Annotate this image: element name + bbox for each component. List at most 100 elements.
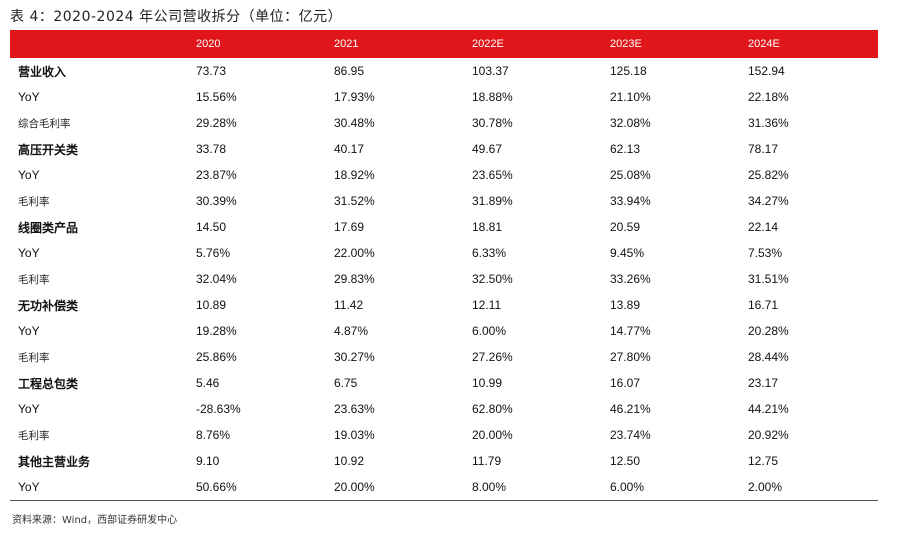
table-cell: 25.82% bbox=[748, 168, 789, 182]
table-row: YoY 23.87% 18.92% 23.65% 25.08% 25.82% bbox=[10, 162, 878, 188]
table-row: 工程总包类 5.46 6.75 10.99 16.07 23.17 bbox=[10, 370, 878, 396]
table-cell: 9.45% bbox=[610, 246, 645, 260]
table-cell: 23.63% bbox=[334, 402, 375, 416]
table-cell: 27.80% bbox=[610, 350, 651, 364]
table-cell: 30.27% bbox=[334, 350, 375, 364]
table-cell: 103.37 bbox=[472, 64, 509, 78]
table-title: 表 4：2020-2024 年公司营收拆分（单位：亿元） bbox=[10, 9, 343, 25]
table-cell: 32.04% bbox=[196, 272, 237, 286]
header-cell: 2024E bbox=[740, 30, 878, 58]
table-cell: 31.52% bbox=[334, 194, 375, 208]
table-cell: 12.50 bbox=[610, 454, 641, 468]
table-cell: 31.36% bbox=[748, 116, 789, 130]
table-cell: 21.10% bbox=[610, 90, 651, 104]
table-cell: 18.88% bbox=[472, 90, 513, 104]
table-cell: 12.75 bbox=[748, 454, 779, 468]
row-label: 无功补偿类 bbox=[18, 298, 79, 313]
table-cell: 23.65% bbox=[472, 168, 513, 182]
table-cell: 20.59 bbox=[610, 220, 641, 234]
table-cell: 8.76% bbox=[196, 428, 231, 442]
row-label: 毛利率 bbox=[18, 273, 50, 286]
row-label: 高压开关类 bbox=[18, 142, 79, 157]
row-label: 线圈类产品 bbox=[18, 220, 79, 235]
table-cell: 125.18 bbox=[610, 64, 647, 78]
table-cell: 78.17 bbox=[748, 142, 779, 156]
table-cell: 62.80% bbox=[472, 402, 513, 416]
table-cell: 19.28% bbox=[196, 324, 237, 338]
table-row: YoY 19.28% 4.87% 6.00% 14.77% 20.28% bbox=[10, 318, 878, 344]
row-label: 综合毛利率 bbox=[18, 117, 71, 130]
table-row: YoY 50.66% 20.00% 8.00% 6.00% 2.00% bbox=[10, 474, 878, 501]
table-cell: 16.71 bbox=[748, 298, 779, 312]
header-cell: 2020 bbox=[188, 30, 326, 58]
table-row: 线圈类产品 14.50 17.69 18.81 20.59 22.14 bbox=[10, 214, 878, 240]
table-row: 毛利率 30.39% 31.52% 31.89% 33.94% 34.27% bbox=[10, 188, 878, 214]
table-cell: 62.13 bbox=[610, 142, 641, 156]
table-row: YoY 5.76% 22.00% 6.33% 9.45% 7.53% bbox=[10, 240, 878, 266]
table-cell: 73.73 bbox=[196, 64, 227, 78]
header-cell: 2023E bbox=[602, 30, 740, 58]
table-cell: 29.28% bbox=[196, 116, 237, 130]
table-cell: 25.86% bbox=[196, 350, 237, 364]
table-cell: 152.94 bbox=[748, 64, 785, 78]
table-row: YoY -28.63% 23.63% 62.80% 46.21% 44.21% bbox=[10, 396, 878, 422]
table-cell: 29.83% bbox=[334, 272, 375, 286]
table-cell: 50.66% bbox=[188, 474, 326, 501]
table-row: 毛利率 8.76% 19.03% 20.00% 23.74% 20.92% bbox=[10, 422, 878, 448]
table-cell: 20.28% bbox=[748, 324, 789, 338]
table-cell: 4.87% bbox=[334, 324, 369, 338]
table-cell: 25.08% bbox=[610, 168, 651, 182]
table-row: 无功补偿类 10.89 11.42 12.11 13.89 16.71 bbox=[10, 292, 878, 318]
table-row: 高压开关类 33.78 40.17 49.67 62.13 78.17 bbox=[10, 136, 878, 162]
table-row: YoY 15.56% 17.93% 18.88% 21.10% 22.18% bbox=[10, 84, 878, 110]
table-cell: 15.56% bbox=[196, 90, 237, 104]
table-cell: 22.00% bbox=[334, 246, 375, 260]
table-cell: 31.89% bbox=[472, 194, 513, 208]
table-cell: 18.92% bbox=[334, 168, 375, 182]
source-note: 资料来源：Wind，西部证券研发中心 bbox=[12, 515, 178, 526]
row-label: 营业收入 bbox=[18, 64, 67, 79]
table-cell: 49.67 bbox=[472, 142, 503, 156]
table-cell: 20.00% bbox=[472, 428, 513, 442]
row-label: 工程总包类 bbox=[18, 376, 79, 391]
row-label: YoY bbox=[18, 90, 40, 104]
header-cell: 2021 bbox=[326, 30, 464, 58]
table-cell: 16.07 bbox=[610, 376, 641, 390]
table-cell: 40.17 bbox=[334, 142, 365, 156]
table-cell: 11.42 bbox=[334, 298, 364, 312]
header-cell bbox=[10, 30, 188, 58]
table-row: 综合毛利率 29.28% 30.48% 30.78% 32.08% 31.36% bbox=[10, 110, 878, 136]
table-cell: 46.21% bbox=[610, 402, 651, 416]
table-row: 毛利率 25.86% 30.27% 27.26% 27.80% 28.44% bbox=[10, 344, 878, 370]
table-cell: 30.78% bbox=[472, 116, 513, 130]
table-cell: 23.87% bbox=[196, 168, 237, 182]
table-row: 毛利率 32.04% 29.83% 32.50% 33.26% 31.51% bbox=[10, 266, 878, 292]
table-cell: 12.11 bbox=[472, 298, 502, 312]
row-label: YoY bbox=[18, 324, 40, 338]
table-cell: 5.46 bbox=[196, 376, 220, 390]
table-cell: 6.33% bbox=[472, 246, 507, 260]
row-label: YoY bbox=[18, 402, 40, 416]
table-cell: 22.18% bbox=[748, 90, 789, 104]
table-cell: 28.44% bbox=[748, 350, 789, 364]
row-label: 其他主营业务 bbox=[18, 454, 91, 469]
table-cell: 86.95 bbox=[334, 64, 365, 78]
table-cell: 33.94% bbox=[610, 194, 651, 208]
table-cell: 31.51% bbox=[748, 272, 789, 286]
table-cell: 30.39% bbox=[196, 194, 237, 208]
table-cell: 27.26% bbox=[472, 350, 513, 364]
table-cell: 20.00% bbox=[326, 474, 464, 501]
row-label: 毛利率 bbox=[18, 195, 50, 208]
row-label: 毛利率 bbox=[18, 429, 50, 442]
table-cell: 14.77% bbox=[610, 324, 651, 338]
table-cell: 32.50% bbox=[472, 272, 513, 286]
table-cell: 20.92% bbox=[748, 428, 789, 442]
table-header-row: 2020 2021 2022E 2023E 2024E bbox=[10, 30, 878, 58]
table-body: 营业收入 73.73 86.95 103.37 125.18 152.94 YoY 15.56… bbox=[10, 58, 878, 501]
table-cell: 6.00% bbox=[472, 324, 507, 338]
table-row: 营业收入 73.73 86.95 103.37 125.18 152.94 bbox=[10, 58, 878, 84]
table-cell: 10.89 bbox=[196, 298, 227, 312]
table-cell: 32.08% bbox=[610, 116, 651, 130]
row-label: YoY bbox=[18, 168, 40, 182]
table-cell: 34.27% bbox=[748, 194, 789, 208]
